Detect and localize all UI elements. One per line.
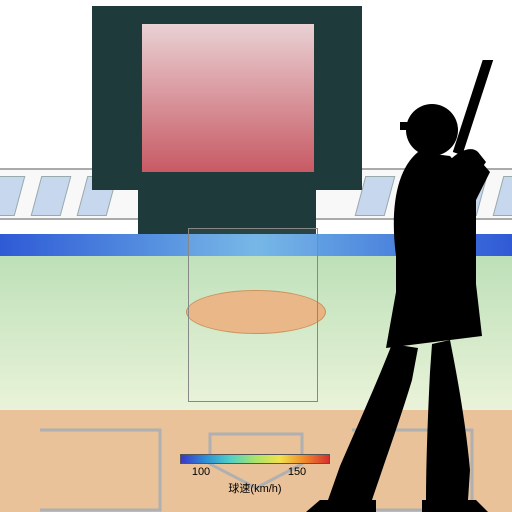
pitch-location-diagram: 100150球速(km/h) — [0, 0, 512, 512]
legend-tick: 100 — [192, 466, 210, 478]
batter-silhouette — [300, 60, 510, 512]
strike-zone — [188, 228, 318, 402]
legend-label: 球速(km/h) — [228, 480, 281, 496]
